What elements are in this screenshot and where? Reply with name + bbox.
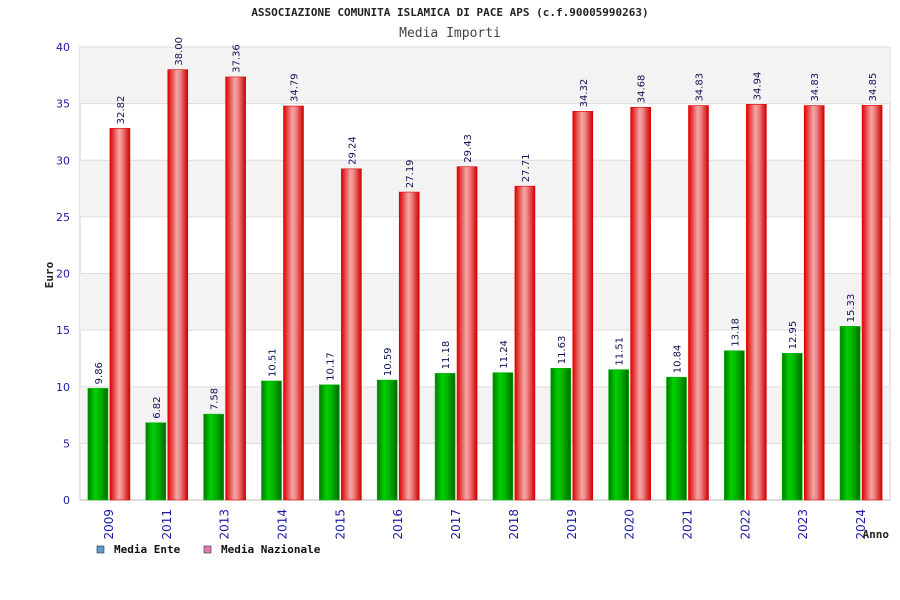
bar-media-ente-2011 xyxy=(145,422,167,501)
data-label-media-ente-2016: 10.59 xyxy=(383,347,394,376)
bar-media-ente-2024 xyxy=(839,326,861,501)
bar-media-nazionale-2019 xyxy=(572,111,594,501)
y-axis-label: Euro xyxy=(43,261,56,288)
x-tick-label: 2016 xyxy=(391,509,405,540)
legend-label-media-nazionale: Media Nazionale xyxy=(221,543,321,556)
data-label-media-ente-2014: 10.51 xyxy=(268,348,279,377)
y-tick-label: 25 xyxy=(56,211,70,224)
grid-band xyxy=(80,273,890,331)
bar-media-nazionale-2009 xyxy=(109,128,131,501)
legend-swatch-media-ente xyxy=(96,545,105,554)
bar-media-nazionale-2016 xyxy=(398,191,420,501)
x-tick-label: 2015 xyxy=(333,509,347,540)
bar-media-nazionale-2014 xyxy=(283,105,304,501)
legend-label-media-ente: Media Ente xyxy=(114,543,181,556)
y-axis-ticks: 0 5 10 15 20 25 30 35 40 xyxy=(56,41,70,507)
bar-media-nazionale-2021 xyxy=(688,105,709,501)
bar-media-ente-2013 xyxy=(203,413,224,501)
legend-swatch-media-nazionale xyxy=(203,545,212,554)
bar-media-ente-2022 xyxy=(724,350,745,501)
data-label-media-nazionale-2024: 34.85 xyxy=(868,73,879,102)
data-label-media-nazionale-2016: 27.19 xyxy=(405,159,416,188)
x-tick-label: 2018 xyxy=(507,509,521,540)
x-tick-label: 2014 xyxy=(276,509,290,540)
bar-media-nazionale-2020 xyxy=(630,106,651,501)
bar-media-ente-2019 xyxy=(550,367,572,501)
x-tick-label: 2022 xyxy=(738,509,752,540)
y-tick-label: 35 xyxy=(56,98,70,111)
data-label-media-nazionale-2023: 34.83 xyxy=(810,73,821,102)
grid-band xyxy=(80,386,890,444)
bar-media-nazionale-2013 xyxy=(225,76,246,501)
data-label-media-nazionale-2017: 29.43 xyxy=(463,134,474,163)
bar-media-nazionale-2022 xyxy=(746,104,767,501)
bar-media-ente-2017 xyxy=(434,373,456,501)
data-label-media-nazionale-2018: 27.71 xyxy=(521,154,532,183)
y-tick-label: 5 xyxy=(63,437,70,450)
legend: Media Ente Media Nazionale xyxy=(96,543,321,556)
y-tick-label: 10 xyxy=(56,381,70,394)
y-tick-label: 20 xyxy=(56,268,70,281)
bar-media-nazionale-2024 xyxy=(861,105,883,501)
data-label-media-ente-2023: 12.95 xyxy=(788,321,799,350)
data-label-media-nazionale-2015: 29.24 xyxy=(347,136,358,165)
bar-media-ente-2009 xyxy=(87,388,109,501)
bar-media-ente-2016 xyxy=(376,379,398,501)
data-label-media-ente-2022: 13.18 xyxy=(730,318,741,347)
data-label-media-ente-2021: 10.84 xyxy=(673,345,684,374)
x-tick-label: 2011 xyxy=(160,509,174,540)
data-label-media-nazionale-2013: 37.36 xyxy=(232,44,243,73)
y-tick-label: 15 xyxy=(56,324,70,337)
bar-media-ente-2018 xyxy=(492,372,514,501)
data-label-media-nazionale-2021: 34.83 xyxy=(695,73,706,102)
bar-media-nazionale-2015 xyxy=(341,168,362,501)
x-tick-label: 2009 xyxy=(102,509,116,540)
data-label-media-nazionale-2011: 38.00 xyxy=(174,37,185,66)
data-label-media-nazionale-2020: 34.68 xyxy=(637,75,648,104)
bar-media-nazionale-2011 xyxy=(167,69,189,501)
bar-media-nazionale-2018 xyxy=(514,185,536,501)
chart-title: ASSOCIAZIONE COMUNITA ISLAMICA DI PACE A… xyxy=(251,6,648,19)
data-label-media-ente-2011: 6.82 xyxy=(152,396,163,418)
y-tick-label: 40 xyxy=(56,41,70,54)
data-label-media-nazionale-2014: 34.79 xyxy=(290,73,301,102)
x-tick-label: 2020 xyxy=(623,509,637,540)
x-tick-label: 2017 xyxy=(449,509,463,540)
x-tick-label: 2013 xyxy=(218,509,232,540)
data-label-media-ente-2015: 10.17 xyxy=(325,352,336,381)
data-label-media-nazionale-2022: 34.94 xyxy=(752,72,763,101)
data-label-media-ente-2019: 11.63 xyxy=(557,336,568,365)
y-tick-label: 30 xyxy=(56,154,70,167)
bar-media-ente-2021 xyxy=(666,376,687,501)
bar-media-nazionale-2023 xyxy=(803,105,825,501)
bar-media-nazionale-2017 xyxy=(456,166,478,501)
x-axis-ticks: 2009 2011 2013 2014 2015 2016 2017 2018 2019 2020… xyxy=(102,509,868,540)
x-tick-label: 2019 xyxy=(565,509,579,540)
data-label-media-ente-2020: 11.51 xyxy=(615,337,626,366)
data-label-media-ente-2024: 15.33 xyxy=(846,294,857,323)
data-label-media-ente-2018: 11.24 xyxy=(499,340,510,369)
chart-subtitle: Media Importi xyxy=(399,26,501,41)
data-label-media-ente-2013: 7.58 xyxy=(210,388,221,410)
x-tick-label: 2023 xyxy=(796,509,810,540)
x-tick-label: 2021 xyxy=(681,509,695,540)
bar-media-ente-2020 xyxy=(608,369,629,501)
y-tick-label: 0 xyxy=(63,494,70,507)
data-label-media-ente-2009: 9.86 xyxy=(94,362,105,384)
bar-media-ente-2015 xyxy=(319,384,340,501)
data-labels-layer: 9.86 32.82 6.82 38.00 7.58 37.36 10.51 34.79 10.… xyxy=(94,37,879,419)
bars-layer xyxy=(87,69,883,501)
bar-media-ente-2014 xyxy=(261,380,282,501)
data-label-media-ente-2017: 11.18 xyxy=(441,341,452,370)
bar-media-ente-2023 xyxy=(781,353,803,501)
data-label-media-nazionale-2019: 34.32 xyxy=(579,79,590,108)
grid-band xyxy=(80,160,890,217)
x-axis-label: Anno xyxy=(863,528,890,541)
grid-band xyxy=(80,47,890,104)
data-label-media-nazionale-2009: 32.82 xyxy=(116,96,127,125)
x-tick-label: 2024 xyxy=(854,509,868,540)
